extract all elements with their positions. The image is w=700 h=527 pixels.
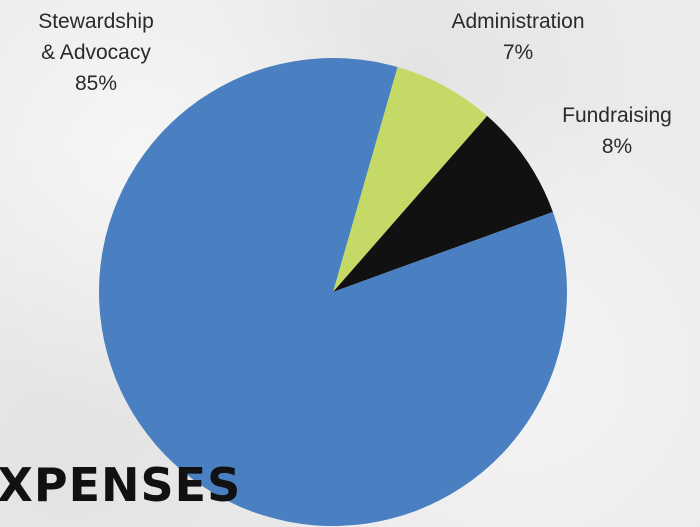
pie-label-line: 7%: [503, 41, 533, 64]
pie-label-2: Stewardship & Advocacy 85%: [38, 10, 154, 95]
pie-label-line: Administration: [451, 10, 584, 33]
pie-label-line: 85%: [75, 72, 117, 95]
pie-label-line: Stewardship: [38, 10, 154, 33]
pie-labels: Administration 7% Fundraising 8% Stewardship…: [38, 10, 672, 158]
pie-slice-0: [333, 67, 488, 292]
pie-slice-1: [333, 115, 553, 293]
pie-label-0: Administration 7%: [451, 10, 584, 64]
pie-slice-2: [98, 57, 567, 526]
pie-label-1: Fundraising 8%: [562, 104, 672, 158]
expenses-heading: EXPENSES: [0, 458, 242, 512]
pie-label-line: & Advocacy: [41, 41, 151, 64]
pie-label-line: 8%: [602, 135, 632, 158]
pie-slices: [98, 57, 567, 526]
pie-label-line: Fundraising: [562, 104, 672, 127]
